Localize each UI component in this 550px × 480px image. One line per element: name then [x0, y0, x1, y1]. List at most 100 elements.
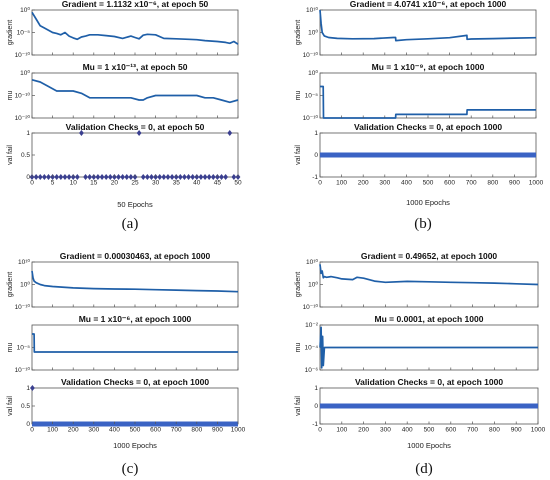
validation-marker — [182, 174, 187, 180]
validation-marker — [186, 174, 191, 180]
x-axis-label: 1000 Epochs — [113, 441, 157, 450]
plot-frame — [31, 132, 239, 178]
subplot-title: Gradient = 4.0741 x10⁻⁶, at epoch 1000 — [350, 0, 507, 9]
y-tick-label: 10⁰ — [20, 69, 30, 77]
x-axis-label: 50 Epochs — [117, 200, 153, 209]
validation-marker — [62, 174, 68, 180]
y-tick-label: 0 — [314, 152, 318, 159]
validation-marker — [149, 174, 154, 180]
validation-marker — [177, 174, 183, 180]
subplot-2: Mu = 1 x10⁻⁹, at epoch 1000 mu 10⁰ 10⁻⁵ 10⁻¹… — [295, 62, 537, 122]
validation-marker — [37, 174, 43, 180]
y-tick-label: 10⁻¹⁰ — [303, 114, 319, 122]
subplot-title: Mu = 0.0001, at epoch 1000 — [375, 314, 484, 324]
validation-marker — [223, 174, 229, 180]
y-tick-label: 10⁻¹⁰ — [15, 51, 31, 59]
x-tick-label: 30 — [152, 180, 160, 187]
y-tick-label: 10⁻¹⁰ — [15, 92, 31, 100]
plot-frame — [31, 9, 239, 56]
y-axis-label: mu — [7, 343, 14, 353]
plot-frame — [319, 9, 537, 56]
validation-marker — [144, 174, 150, 180]
x-tick-label: 400 — [402, 427, 413, 434]
subplot-title: Gradient = 1.1132 x10⁻⁶, at epoch 50 — [62, 0, 209, 9]
x-tick-label: 100 — [336, 180, 347, 187]
validation-marker — [54, 174, 60, 180]
y-tick-label: 10⁰ — [20, 6, 30, 14]
x-tick-label: 15 — [90, 180, 98, 187]
series-line — [31, 78, 239, 104]
validation-marker — [206, 174, 212, 180]
x-tick-label: 20 — [111, 180, 119, 187]
x-axis-label: 1000 Epochs — [407, 441, 451, 450]
validation-marker — [66, 174, 72, 180]
subplot-2: Mu = 1 x10⁻¹³, at epoch 50 mu 10⁰ 10⁻¹⁰ 10⁻²… — [7, 62, 239, 122]
validation-marker — [198, 174, 204, 180]
y-tick-label: 10⁻⁵ — [17, 345, 31, 352]
plot-frame — [31, 261, 239, 308]
y-tick-label: 10¹⁰ — [18, 258, 30, 266]
y-tick-label: 10¹⁰ — [306, 6, 318, 14]
y-axis-label: gradient — [295, 272, 302, 297]
y-tick-label: 1 — [26, 385, 30, 392]
plot-frame — [31, 72, 239, 119]
y-tick-label: 0.5 — [21, 403, 30, 410]
x-tick-label: 200 — [68, 427, 79, 434]
y-tick-label: 0.5 — [21, 152, 30, 159]
y-tick-label: 1 — [314, 130, 318, 137]
y-axis-label: val fail — [7, 145, 14, 165]
x-tick-label: 700 — [467, 427, 478, 434]
validation-marker — [161, 174, 167, 180]
y-axis-label: val fail — [7, 396, 14, 416]
y-tick-label: -1 — [312, 421, 318, 428]
y-axis-label: val fail — [295, 145, 302, 165]
x-tick-label: 100 — [336, 427, 347, 434]
x-tick-label: 600 — [445, 427, 456, 434]
y-tick-label: 10⁻⁶ — [305, 367, 319, 374]
x-tick-label: 500 — [424, 427, 435, 434]
subplot-1: Gradient = 4.0741 x10⁻⁶, at epoch 1000 gr… — [295, 0, 537, 59]
series-line — [319, 264, 539, 286]
validation-marker — [219, 174, 224, 180]
validation-marker — [46, 174, 51, 180]
subplot-1: Gradient = 1.1132 x10⁻⁶, at epoch 50 grad… — [7, 0, 239, 59]
panel-a: Gradient = 1.1132 x10⁻⁶, at epoch 50 grad… — [7, 0, 242, 232]
plot-frame — [319, 72, 537, 119]
x-tick-label: 500 — [130, 427, 141, 434]
x-tick-label: 1000 — [531, 427, 546, 434]
validation-marker — [95, 174, 101, 180]
x-tick-label: 1000 — [231, 427, 246, 434]
x-axis-label: 1000 Epochs — [406, 198, 450, 207]
plot-frame — [319, 261, 539, 308]
series-line — [32, 333, 238, 353]
subplot-3: Validation Checks = 0, at epoch 1000 val … — [295, 377, 546, 434]
y-axis-label: mu — [295, 343, 302, 353]
x-tick-label: 0 — [318, 180, 322, 187]
validation-marker — [231, 174, 237, 180]
series-line — [31, 270, 239, 293]
y-tick-label: 10⁻¹⁰ — [15, 366, 31, 374]
y-tick-label: 1 — [26, 130, 30, 137]
x-tick-label: 800 — [487, 180, 498, 187]
subplot-title: Validation Checks = 0, at epoch 1000 — [354, 122, 502, 132]
x-tick-label: 300 — [88, 427, 99, 434]
validation-marker — [202, 174, 208, 180]
y-tick-label: 10⁰ — [308, 29, 318, 37]
panel-label: (a) — [122, 216, 139, 232]
panel-label: (c) — [122, 461, 139, 477]
y-tick-label: 0 — [26, 421, 30, 428]
subplot-title: Mu = 1 x10⁻⁹, at epoch 1000 — [372, 62, 485, 72]
x-tick-label: 0 — [30, 180, 34, 187]
x-tick-label: 35 — [173, 180, 181, 187]
validation-marker — [87, 174, 93, 180]
series-line — [31, 11, 239, 45]
subplot-3: Validation Checks = 0, at epoch 50 val fa… — [7, 122, 242, 187]
series-line — [320, 85, 536, 119]
validation-marker — [103, 174, 109, 180]
validation-marker — [58, 174, 64, 180]
x-tick-label: 25 — [131, 180, 139, 187]
x-tick-label: 900 — [212, 427, 223, 434]
x-tick-label: 40 — [193, 180, 201, 187]
y-axis-label: gradient — [295, 20, 302, 45]
